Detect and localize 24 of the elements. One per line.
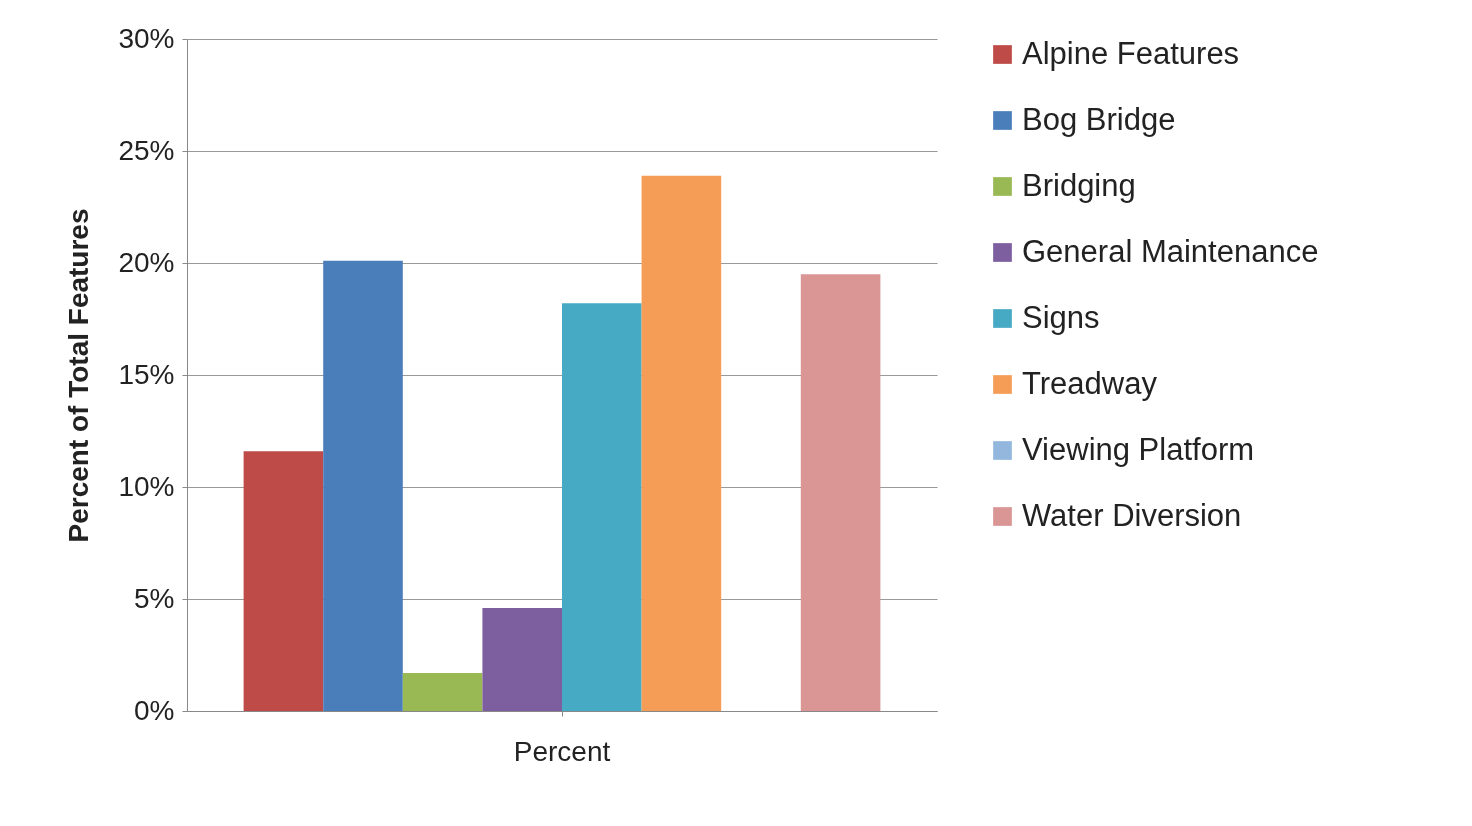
bar bbox=[323, 260, 403, 711]
y-tick-label: 5% bbox=[134, 582, 175, 614]
legend-label: General Maintenance bbox=[1022, 233, 1319, 269]
y-tick-label: 15% bbox=[118, 358, 175, 390]
bar bbox=[482, 607, 562, 711]
legend-label: Signs bbox=[1022, 299, 1100, 335]
legend-label: Bog Bridge bbox=[1022, 101, 1176, 137]
x-tick-label: Percent bbox=[513, 735, 611, 767]
y-tick-label: 20% bbox=[118, 246, 175, 278]
y-axis-title: Percent of Total Features bbox=[63, 208, 95, 543]
bar bbox=[562, 303, 642, 711]
bar bbox=[641, 175, 722, 711]
legend-label: Bridging bbox=[1022, 167, 1136, 203]
bar bbox=[800, 274, 881, 711]
legend-label: Alpine Features bbox=[1022, 35, 1240, 71]
bar bbox=[243, 451, 324, 711]
y-tick-label: 10% bbox=[118, 470, 175, 502]
y-tick-label: 25% bbox=[118, 134, 175, 166]
y-tick-label: 30% bbox=[118, 22, 175, 54]
legend-label: Viewing Platform bbox=[1022, 431, 1255, 467]
bar bbox=[402, 672, 483, 711]
legend-label: Treadway bbox=[1022, 365, 1158, 401]
y-tick-label: 0% bbox=[134, 694, 175, 726]
legend-label: Water Diversion bbox=[1022, 497, 1242, 533]
